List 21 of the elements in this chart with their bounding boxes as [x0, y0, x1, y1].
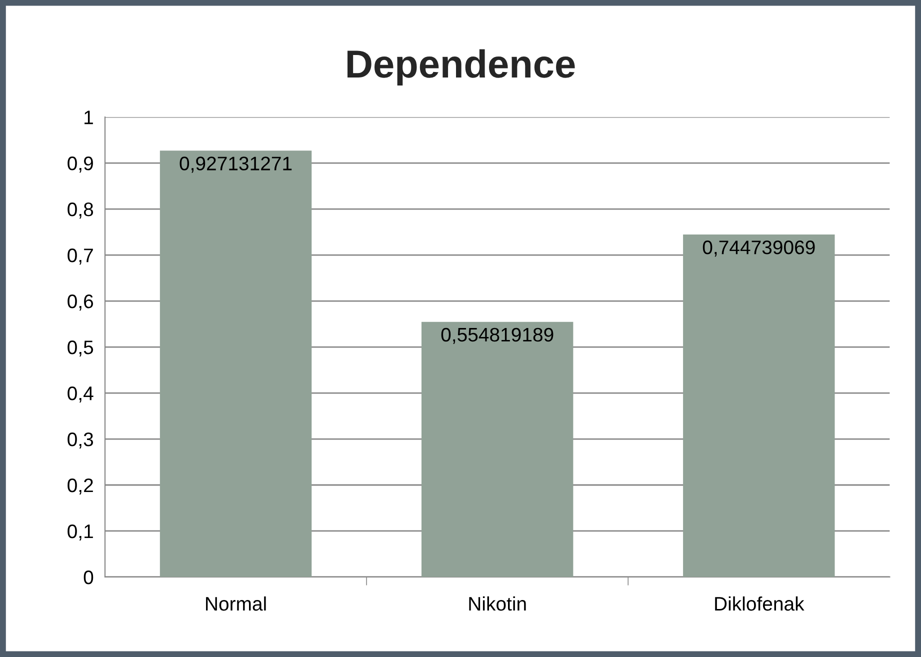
x-tick-label: Normal	[206, 596, 266, 611]
x-tick-label: Nikotin	[469, 596, 526, 611]
bar	[160, 150, 312, 577]
y-tick-label: 0	[84, 570, 94, 584]
chart-title: Dependence	[347, 49, 575, 86]
data-label: 0,554819189	[441, 328, 554, 344]
y-tick-label: 0,7	[68, 248, 93, 265]
y-tick-label: 0,1	[68, 524, 93, 541]
y-tick-label: 0,2	[68, 478, 93, 495]
y-tick-label: 0,9	[68, 156, 93, 173]
data-label: 0,927131271	[180, 156, 292, 173]
bar	[683, 234, 835, 577]
data-label: 0,744739069	[702, 240, 815, 257]
y-tick-label: 0,5	[68, 340, 94, 357]
y-tick-label: 0,4	[68, 386, 94, 403]
y-tick-label: 1	[84, 110, 93, 124]
y-tick-label: 0,3	[68, 432, 94, 449]
y-tick-label: 0,8	[68, 202, 94, 219]
y-tick-label: 0,6	[68, 294, 94, 311]
x-tick-label: Diklofenak	[715, 596, 804, 611]
bar	[421, 322, 574, 577]
